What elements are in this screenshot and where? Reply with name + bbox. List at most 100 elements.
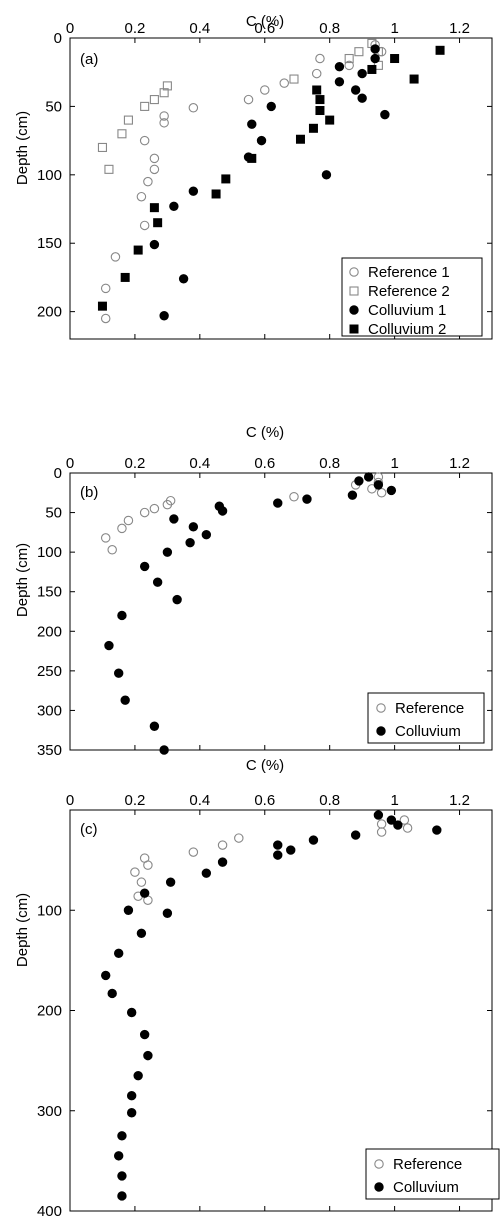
data-point xyxy=(188,103,199,113)
data-point xyxy=(409,74,419,84)
data-point xyxy=(344,53,354,64)
data-point xyxy=(139,561,150,572)
legend-marker xyxy=(349,324,359,334)
legend-item: Colluvium 1 xyxy=(349,302,446,319)
data-point xyxy=(347,490,358,500)
data-point xyxy=(126,1007,137,1018)
data-point xyxy=(149,95,159,105)
x-tick-label: 0.4 xyxy=(189,792,210,809)
y-tick-label: 150 xyxy=(37,584,62,601)
y-axis-label: Depth (cm) xyxy=(14,111,31,185)
data-point xyxy=(376,819,387,829)
data-point xyxy=(311,68,322,79)
legend-marker-symbol xyxy=(374,1159,384,1169)
y-tick-label: 50 xyxy=(45,98,62,115)
legend-label: Colluvium 2 xyxy=(368,321,446,338)
legend-label: Colluvium 1 xyxy=(368,302,446,319)
data-point xyxy=(149,153,160,164)
data-points xyxy=(100,472,397,755)
data-point xyxy=(211,189,221,199)
x-tick-label: 0 xyxy=(66,455,74,472)
data-point xyxy=(344,60,354,71)
data-point xyxy=(149,721,160,731)
data-point xyxy=(120,695,130,705)
data-point xyxy=(247,153,257,163)
x-tick-label: 0.8 xyxy=(319,455,340,472)
data-point xyxy=(234,833,244,843)
x-tick-label: 1 xyxy=(390,455,398,472)
x-tick-label: 0 xyxy=(66,792,74,809)
legend-marker xyxy=(376,726,386,736)
data-point xyxy=(315,106,325,116)
y-tick-label: 100 xyxy=(37,544,62,561)
data-point xyxy=(162,908,173,918)
data-point xyxy=(149,239,160,250)
x-ticks: 0 0.2 0.4 0.6 0.8 1 1.2 xyxy=(66,20,470,339)
data-point xyxy=(139,507,150,518)
legend-item: Reference xyxy=(376,700,464,717)
legend: Reference Colluvium xyxy=(367,692,485,744)
x-ticks: 0 0.2 0.4 0.6 0.8 1 1.2 xyxy=(66,455,470,750)
legend-box xyxy=(367,692,485,744)
data-point xyxy=(260,85,270,95)
x-tick-label: 1 xyxy=(390,792,398,809)
data-point xyxy=(315,95,325,105)
legend-item: Colluvium xyxy=(376,723,461,740)
data-point xyxy=(373,810,384,820)
x-tick-label: 1.2 xyxy=(449,792,470,809)
data-point xyxy=(97,301,107,311)
panel-b: C (%) Depth (cm) (b) 0 0.2 0.4 0.6 0.8 1 1.2 0… xyxy=(14,424,493,759)
panel-label: (a) xyxy=(80,51,98,68)
data-points xyxy=(101,810,442,1201)
y-ticks: 0 50 100 150 200 xyxy=(37,30,492,321)
data-point xyxy=(289,74,299,84)
data-point xyxy=(185,537,195,548)
data-point xyxy=(217,857,228,867)
y-tick-label: 0 xyxy=(54,30,62,47)
y-tick-label: 200 xyxy=(37,304,62,321)
data-point xyxy=(256,135,267,146)
legend-item: Reference xyxy=(374,1156,462,1173)
data-point xyxy=(221,174,231,184)
x-axis-label: C (%) xyxy=(246,13,284,30)
panel-label: (c) xyxy=(80,821,98,838)
y-axis-label: Depth (cm) xyxy=(14,893,31,967)
data-point xyxy=(286,845,296,855)
data-point xyxy=(123,905,134,915)
data-point xyxy=(117,1131,127,1141)
legend-marker xyxy=(374,1159,384,1169)
x-tick-label: 0 xyxy=(66,20,74,37)
data-point xyxy=(217,506,228,516)
x-tick-label: 1.2 xyxy=(449,20,470,37)
data-point xyxy=(123,515,134,526)
data-point xyxy=(139,1029,150,1040)
data-point xyxy=(140,101,150,111)
x-tick-label: 0.8 xyxy=(319,792,340,809)
data-point xyxy=(308,123,318,133)
data-point xyxy=(113,948,124,959)
data-point xyxy=(169,514,179,524)
legend-marker xyxy=(349,305,359,315)
data-point xyxy=(153,218,163,228)
data-point xyxy=(100,313,111,324)
legend-marker-symbol xyxy=(376,726,386,736)
data-point xyxy=(120,272,130,282)
legend-label: Reference xyxy=(393,1156,462,1173)
data-point xyxy=(273,840,283,850)
legend-marker-symbol xyxy=(349,286,359,296)
legend-marker-symbol xyxy=(349,267,359,277)
data-point xyxy=(201,530,212,540)
data-point xyxy=(334,62,345,72)
data-point xyxy=(172,594,182,605)
data-point xyxy=(247,119,257,129)
x-tick-label: 0.2 xyxy=(124,455,145,472)
data-point xyxy=(136,191,147,202)
x-tick-label: 0.4 xyxy=(189,20,210,37)
data-point xyxy=(117,129,127,139)
data-point xyxy=(432,825,442,835)
data-point xyxy=(188,847,199,857)
data-point xyxy=(113,1151,124,1161)
data-point xyxy=(165,877,176,887)
y-tick-label: 150 xyxy=(37,235,62,252)
y-tick-label: 250 xyxy=(37,663,62,680)
